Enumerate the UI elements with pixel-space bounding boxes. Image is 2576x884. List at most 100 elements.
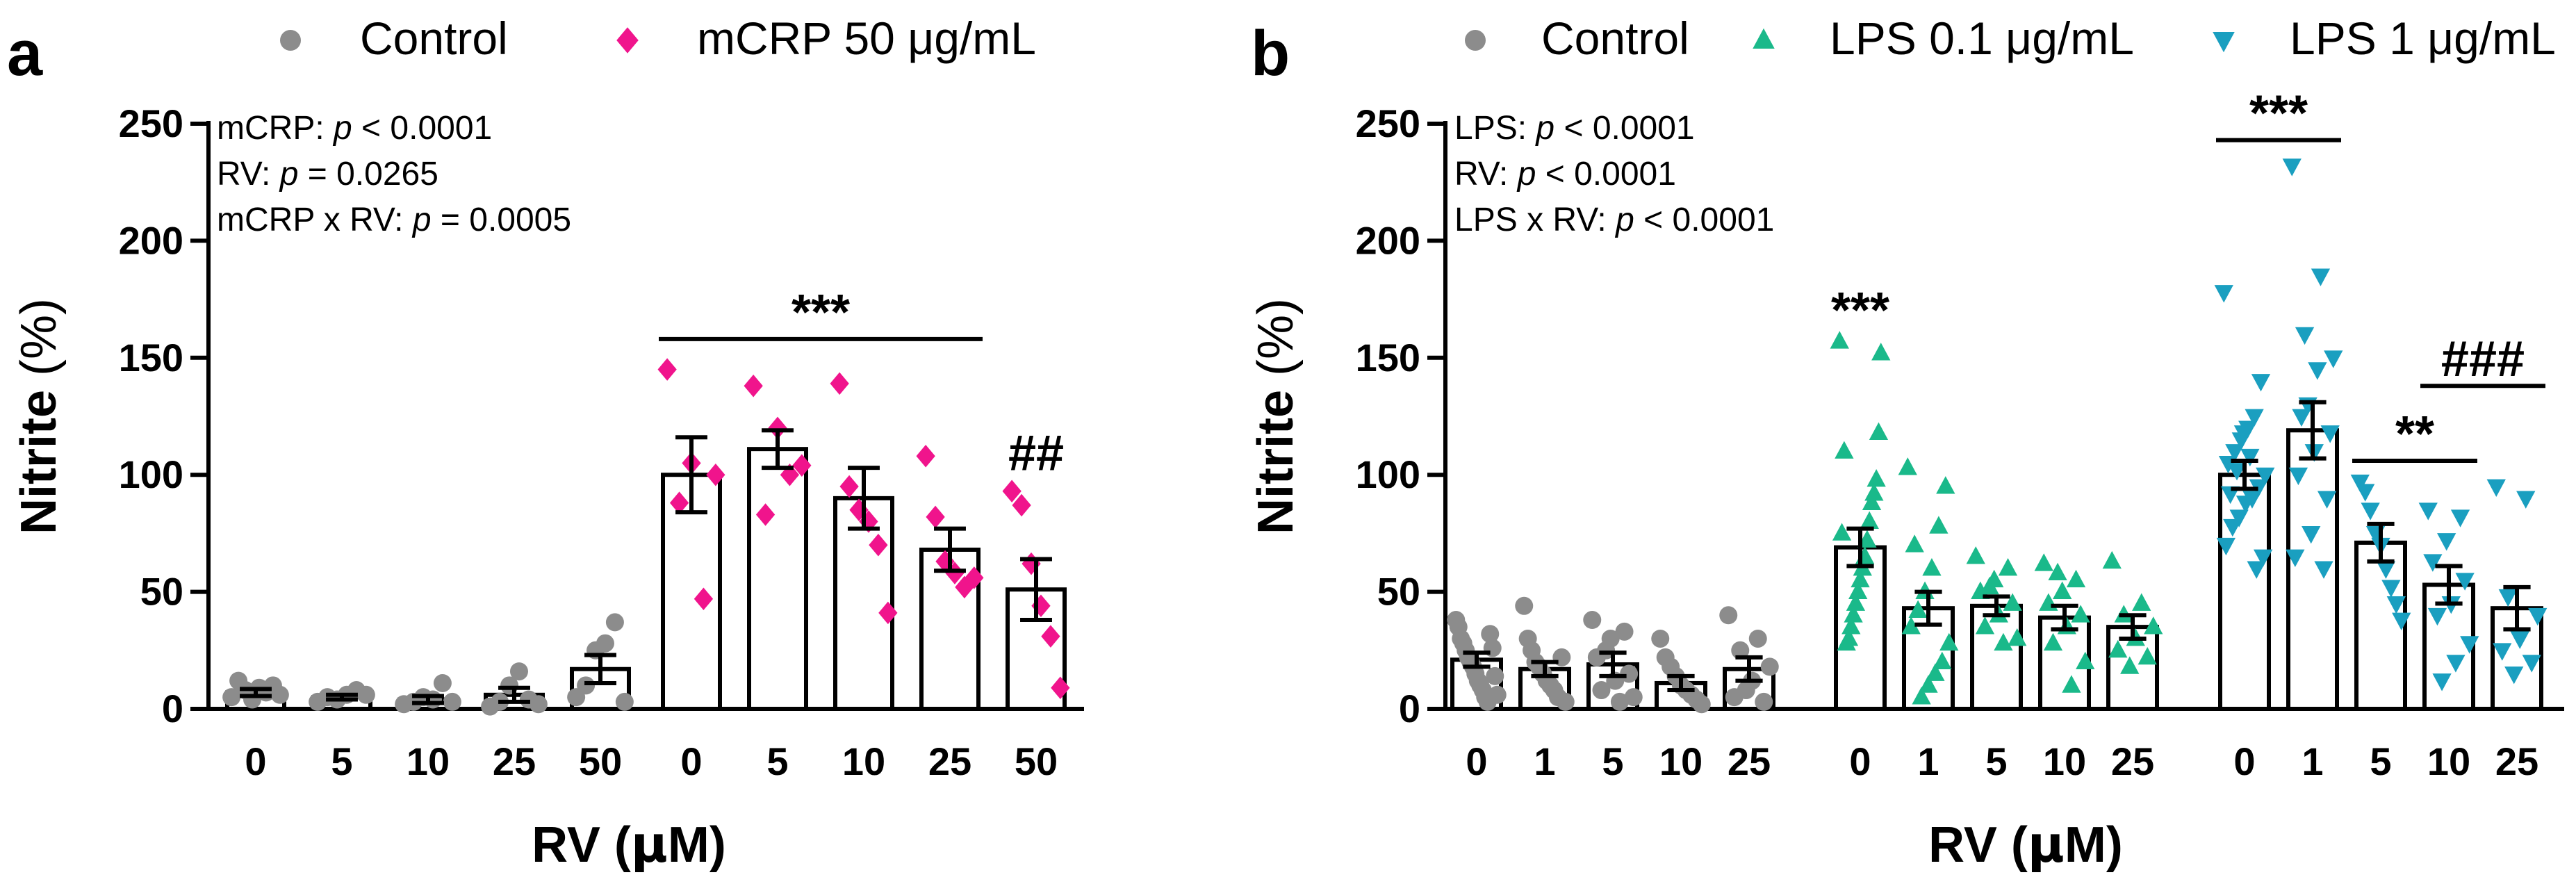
bar — [747, 447, 808, 711]
data-point — [243, 690, 262, 709]
data-point — [2311, 268, 2331, 286]
data-point — [1966, 546, 1985, 564]
data-point — [2008, 628, 2027, 646]
x-tick-label: 25 — [2495, 739, 2538, 783]
legend-marker — [1465, 30, 1486, 51]
data-point — [2066, 569, 2086, 588]
data-point — [1002, 480, 1022, 503]
data-point — [1760, 657, 1779, 676]
y-axis-title: Nitrite (%) — [1248, 298, 1304, 534]
x-tick-label: 5 — [766, 739, 788, 783]
data-point — [1051, 676, 1070, 699]
data-point — [1844, 605, 1863, 623]
data-point — [1862, 492, 1882, 511]
data-point — [596, 634, 614, 653]
data-point — [615, 692, 634, 711]
data-point — [2216, 537, 2236, 556]
data-point — [1837, 632, 1856, 651]
data-point — [2034, 553, 2053, 571]
data-point — [1998, 557, 2018, 576]
data-point — [2446, 655, 2466, 673]
data-point — [2386, 596, 2406, 614]
x-tick-label: 25 — [493, 739, 536, 783]
data-point — [2450, 509, 2470, 527]
data-point — [2235, 496, 2256, 514]
x-tick-label: 10 — [407, 739, 450, 783]
data-point — [1922, 557, 1942, 576]
data-point — [669, 491, 689, 514]
data-point — [706, 463, 725, 486]
data-point — [1583, 611, 1602, 630]
data-point — [1719, 606, 1738, 625]
legend-marker — [2213, 32, 2235, 53]
data-point — [2308, 362, 2327, 380]
data-point — [2138, 646, 2157, 665]
data-point — [2253, 549, 2273, 568]
data-point — [2455, 573, 2475, 591]
x-tick-label: 1 — [1917, 739, 1939, 783]
significance-label: ** — [2395, 407, 2434, 462]
data-point — [768, 416, 787, 440]
x-tick-label: 25 — [2111, 739, 2154, 783]
x-tick-label: 5 — [1985, 739, 2007, 783]
y-tick-label: 200 — [119, 218, 183, 262]
x-axis-title: RV (μM) — [532, 815, 726, 874]
bar — [833, 496, 894, 711]
y-tick-label: 150 — [1356, 336, 1420, 379]
data-point — [2256, 467, 2275, 486]
data-point — [2003, 593, 2022, 611]
data-point — [1592, 681, 1611, 700]
data-point — [1939, 632, 1959, 651]
data-point — [2437, 533, 2456, 551]
data-point — [1864, 483, 1884, 501]
significance-label: ### — [2441, 332, 2525, 387]
data-point — [356, 685, 375, 704]
x-tick-label: 10 — [1659, 739, 1703, 783]
y-tick-label: 200 — [1356, 218, 1420, 262]
data-point — [2314, 561, 2333, 579]
stats-line: LPS: p < 0.0001 — [1454, 110, 1695, 147]
data-point — [433, 673, 452, 692]
data-point — [2392, 612, 2411, 630]
data-point — [222, 688, 241, 707]
data-point — [2376, 561, 2396, 579]
data-point — [2418, 502, 2438, 521]
data-point — [1912, 687, 1931, 705]
data-point — [2227, 463, 2247, 481]
panel-letter: b — [1251, 18, 1290, 89]
data-point — [2233, 425, 2254, 443]
y-tick-label: 50 — [140, 570, 183, 614]
data-point — [1556, 692, 1575, 711]
data-point — [2460, 636, 2479, 654]
data-point — [2528, 607, 2548, 626]
legend-label: Control — [360, 13, 508, 64]
bar — [1970, 603, 2023, 711]
data-point — [2214, 285, 2233, 303]
data-point — [2251, 374, 2271, 392]
data-point — [2053, 581, 2072, 599]
x-axis-title: RV (μM) — [1928, 815, 2123, 874]
significance-label: *** — [2249, 86, 2308, 142]
x-tick-label: 10 — [2043, 739, 2086, 783]
data-point — [1980, 576, 1999, 595]
data-point — [1610, 692, 1629, 711]
data-point — [2062, 675, 2081, 693]
data-point — [1488, 685, 1507, 704]
stats-line: RV: p = 0.0265 — [217, 156, 438, 193]
data-point — [2282, 158, 2302, 177]
data-point — [694, 587, 714, 610]
data-point — [1919, 675, 1938, 693]
x-tick-label: 0 — [1849, 739, 1871, 783]
data-point — [1936, 476, 1955, 494]
data-point — [2076, 651, 2095, 670]
data-point — [2317, 491, 2337, 509]
significance-label: *** — [1831, 283, 1889, 338]
data-point — [1841, 616, 1861, 635]
data-point — [1755, 692, 1773, 711]
data-point — [2071, 605, 2090, 623]
data-point — [1901, 616, 1921, 635]
y-axis-title: Nitrite (%) — [11, 298, 67, 534]
data-point — [780, 463, 800, 486]
data-point — [1994, 632, 2013, 651]
x-tick-label: 0 — [245, 739, 266, 783]
